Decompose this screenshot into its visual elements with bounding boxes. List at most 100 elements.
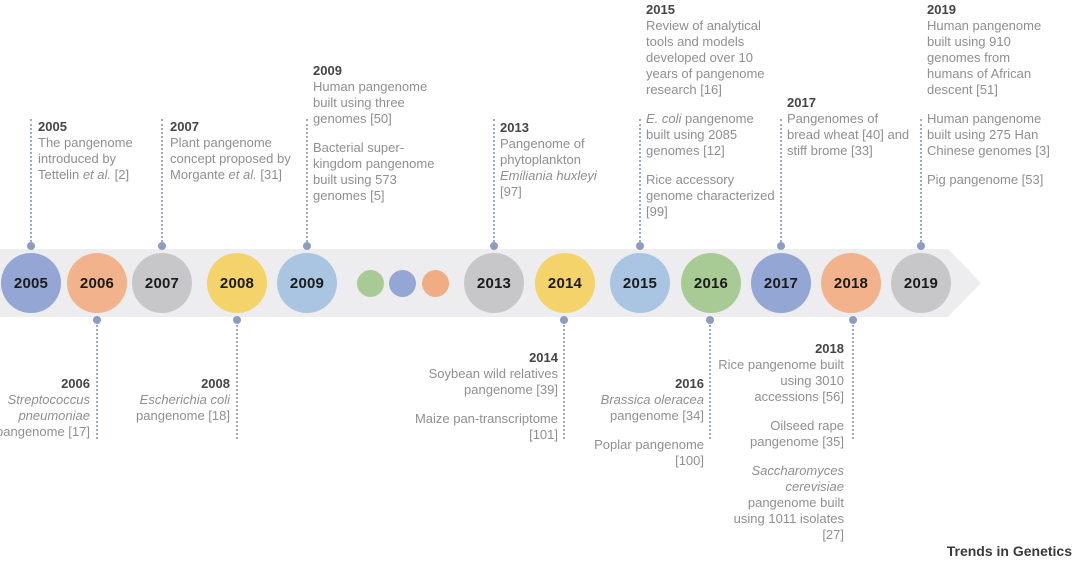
event-text: Soybean wild relatives pangenome [39] xyxy=(406,366,558,398)
year-circle-2014: 2014 xyxy=(535,253,595,313)
timeline-arrowhead-icon xyxy=(948,249,981,317)
connector-2016 xyxy=(709,321,711,439)
event-2014: 2014 Soybean wild relatives pangenome [3… xyxy=(406,350,558,456)
year-circle-2017: 2017 xyxy=(751,253,811,313)
text-segment: Rice pangenome built using 3010 accessio… xyxy=(718,357,844,404)
event-year: 2005 xyxy=(38,119,67,134)
event-2013: 2013 Pangenome of phytoplankton Emiliani… xyxy=(500,120,614,213)
connector-dot-2013 xyxy=(490,242,498,250)
event-text: Brassica oleracea pangenome [34] xyxy=(582,392,704,424)
connector-2019 xyxy=(920,119,922,246)
year-circle-2009: 2009 xyxy=(277,253,337,313)
year-circle-label: 2006 xyxy=(79,274,115,292)
event-year: 2008 xyxy=(201,376,230,391)
connector-2017 xyxy=(780,119,782,246)
event-year: 2019 xyxy=(927,2,956,17)
year-circle-label: 2016 xyxy=(693,274,729,292)
event-text: Plant pangenome concept proposed by Morg… xyxy=(170,135,296,183)
text-segment: Escherichia coli xyxy=(139,392,230,407)
event-text: Human pangenome built using 275 Han Chin… xyxy=(927,111,1059,159)
connector-dot-2017 xyxy=(777,242,785,250)
year-circle-2013: 2013 xyxy=(464,253,524,313)
event-2016: 2016 Brassica oleracea pangenome [34] Po… xyxy=(582,376,704,482)
year-circle-2006: 2006 xyxy=(67,253,127,313)
connector-dot-2009 xyxy=(303,242,311,250)
text-segment: pangenome [17] xyxy=(0,424,90,439)
event-2018: 2018 Rice pangenome built using 3010 acc… xyxy=(718,341,844,556)
year-circle-label: 2015 xyxy=(622,274,658,292)
text-segment: pangenome built using 1011 isolates [27] xyxy=(733,495,844,542)
year-circle-label: 2013 xyxy=(476,274,512,292)
connector-dot-2014 xyxy=(560,316,568,324)
year-circle-2008: 2008 xyxy=(207,253,267,313)
text-segment: Pangenome of phytoplankton xyxy=(500,136,585,167)
text-segment: Review of analytical tools and models de… xyxy=(646,18,765,97)
connector-2008 xyxy=(236,321,238,439)
event-year: 2007 xyxy=(170,119,199,134)
year-circle-label: 2005 xyxy=(13,274,49,292)
event-2017: 2017 Pangenomes of bread wheat [40] and … xyxy=(787,95,911,172)
text-segment: Saccharomyces cerevisiae xyxy=(751,463,844,494)
event-2015: 2015 Review of analytical tools and mode… xyxy=(646,2,777,233)
event-text: Review of analytical tools and models de… xyxy=(646,18,777,98)
event-text: Saccharomyces cerevisiae pangenome built… xyxy=(718,463,844,543)
connector-dot-2008 xyxy=(233,316,241,324)
connector-2006 xyxy=(96,321,98,439)
text-segment: Human pangenome built using 275 Han Chin… xyxy=(927,111,1050,158)
year-circle-2015: 2015 xyxy=(610,253,670,313)
text-segment: Human pangenome built using 910 genomes … xyxy=(927,18,1042,97)
event-text: Pangenomes of bread wheat [40] and stiff… xyxy=(787,111,911,159)
year-circle-label: 2007 xyxy=(144,274,180,292)
event-text: Streptococcus pneumoniae pangenome [17] xyxy=(0,392,90,440)
event-text: Escherichia coli pangenome [18] xyxy=(110,392,230,424)
event-text: E. coli pangenome built using 2085 genom… xyxy=(646,111,777,159)
event-year: 2013 xyxy=(500,120,529,135)
text-segment: Bacterial super-kingdom pangenome built … xyxy=(313,140,435,203)
event-2006: 2006 Streptococcus pneumoniae pangenome … xyxy=(0,376,90,453)
connector-dot-2019 xyxy=(917,242,925,250)
text-segment: Pangenomes of bread wheat [40] and stiff… xyxy=(787,111,910,158)
text-segment: pangenome built using 2085 genomes [12] xyxy=(646,111,754,158)
event-2008: 2008 Escherichia coli pangenome [18] xyxy=(110,376,230,437)
text-segment: Human pangenome built using three genome… xyxy=(313,79,428,126)
event-text: Maize pan-transcriptome [101] xyxy=(406,411,558,443)
event-year: 2006 xyxy=(61,376,90,391)
connector-2015 xyxy=(639,119,641,246)
event-text: The pangenome introduced by Tettelin et … xyxy=(38,135,152,183)
year-circle-2019: 2019 xyxy=(891,253,951,313)
year-circle-2007: 2007 xyxy=(132,253,192,313)
text-segment: Maize pan-transcriptome [101] xyxy=(414,411,558,442)
connector-dot-2018 xyxy=(849,316,857,324)
text-segment: pangenome [34] xyxy=(610,408,704,423)
text-segment: et al. xyxy=(228,167,257,182)
event-text: Pig pangenome [53] xyxy=(927,172,1059,188)
text-segment: [97] xyxy=(500,184,522,199)
year-circle-label: 2019 xyxy=(903,274,939,292)
event-2005: 2005 The pangenome introduced by Tetteli… xyxy=(38,119,152,196)
event-text: Rice accessory genome characterized [99] xyxy=(646,172,777,220)
event-text: Poplar pangenome [100] xyxy=(582,437,704,469)
connector-2007 xyxy=(161,119,163,246)
text-segment: et al. xyxy=(82,167,111,182)
text-segment: Rice accessory genome characterized [99] xyxy=(646,172,775,219)
event-year: 2014 xyxy=(529,350,558,365)
event-text: Oilseed rape pangenome [35] xyxy=(718,418,844,450)
minor-year-circle-2 xyxy=(389,270,416,297)
event-year: 2016 xyxy=(675,376,704,391)
connector-2013 xyxy=(493,119,495,246)
year-circle-label: 2014 xyxy=(547,274,583,292)
connector-2018 xyxy=(852,321,854,439)
text-segment: [2] xyxy=(111,167,130,182)
event-text: Rice pangenome built using 3010 accessio… xyxy=(718,357,844,405)
year-circle-label: 2009 xyxy=(289,274,325,292)
event-2009: 2009 Human pangenome built using three g… xyxy=(313,63,441,217)
event-2007: 2007 Plant pangenome concept proposed by… xyxy=(170,119,296,196)
year-circle-2005: 2005 xyxy=(1,253,61,313)
connector-dot-2007 xyxy=(158,242,166,250)
event-year: 2015 xyxy=(646,2,675,17)
event-year: 2018 xyxy=(815,341,844,356)
text-segment: The pangenome introduced by Tettelin xyxy=(38,135,133,182)
event-text: Pangenome of phytoplankton Emiliania hux… xyxy=(500,136,614,200)
year-circle-label: 2017 xyxy=(763,274,799,292)
